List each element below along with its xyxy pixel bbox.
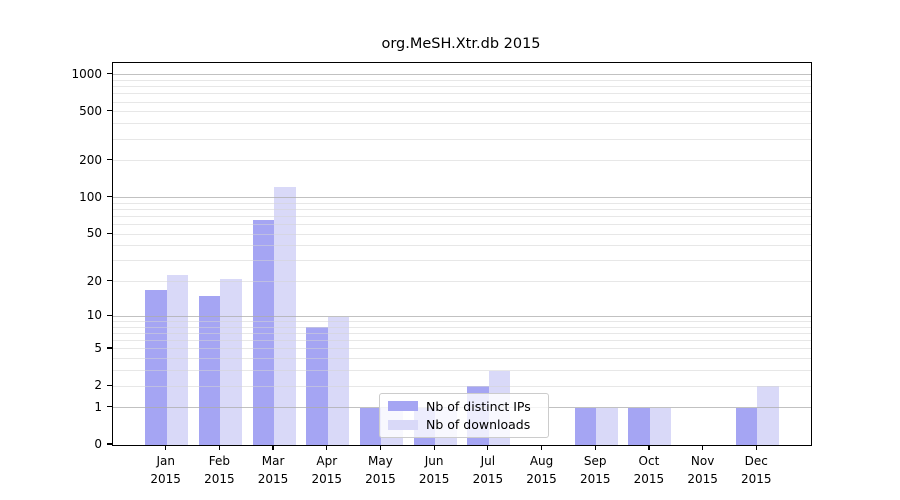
bar-downloads-sep xyxy=(596,407,618,445)
gridline-700 xyxy=(113,93,811,95)
gridline-3 xyxy=(113,370,811,372)
x-tick-dec xyxy=(755,445,757,450)
legend-label-ips: Nb of distinct IPs xyxy=(426,398,531,414)
gridline-900 xyxy=(113,79,811,81)
y-tick-label-100: 100 xyxy=(79,189,102,204)
gridline-9 xyxy=(113,321,811,323)
chart-title: org.MeSH.Xtr.db 2015 xyxy=(381,36,541,52)
gridline-80 xyxy=(113,208,811,210)
x-tick-aug xyxy=(540,445,543,450)
y-tick-1000 xyxy=(107,73,112,75)
bar-ips-may xyxy=(359,407,382,445)
x-tick-oct xyxy=(648,445,650,450)
bar-ips-sep xyxy=(574,407,597,445)
legend-entry-distinct-ips: Nb of distinct IPs xyxy=(380,399,548,414)
y-tick-label-0: 0 xyxy=(94,437,102,451)
y-tick-label-2: 2 xyxy=(94,378,102,393)
gridline-500 xyxy=(113,111,811,113)
gridline-30 xyxy=(113,260,811,262)
y-tick-100 xyxy=(107,196,112,198)
gridline-7 xyxy=(113,333,811,335)
gridline-6 xyxy=(113,340,811,342)
y-tick-label-10: 10 xyxy=(86,308,102,323)
x-tick-may xyxy=(379,445,382,450)
x-tick-mar xyxy=(272,445,274,450)
gridline-4 xyxy=(113,358,811,360)
x-tick-feb xyxy=(218,445,220,450)
x-tick-label-feb: Feb 2015 xyxy=(204,454,235,486)
y-tick-2 xyxy=(107,384,112,386)
bar-downloads-mar xyxy=(274,186,296,445)
y-tick-10 xyxy=(107,314,112,317)
gridline-600 xyxy=(113,101,811,103)
x-tick-label-dec: Dec 2015 xyxy=(741,454,772,486)
bar-ips-mar xyxy=(252,220,275,445)
x-tick-jul xyxy=(487,445,489,450)
y-tick-label-1: 1 xyxy=(94,399,102,414)
gridline-800 xyxy=(113,86,811,88)
x-tick-label-jul: Jul 2015 xyxy=(472,454,504,486)
gridline-5 xyxy=(113,348,811,350)
gridline-60 xyxy=(113,224,811,226)
gridline-20 xyxy=(113,281,811,283)
x-tick-sep xyxy=(594,445,596,450)
y-tick-50 xyxy=(107,232,112,234)
y-tick-500 xyxy=(107,110,112,112)
bar-downloads-feb xyxy=(220,279,242,445)
y-tick-200 xyxy=(107,159,112,161)
bar-downloads-oct xyxy=(649,407,672,445)
x-tick-label-nov: Nov 2015 xyxy=(687,454,718,486)
gridline-90 xyxy=(113,202,811,204)
legend-label-downloads: Nb of downloads xyxy=(426,417,531,433)
bar-downloads-apr xyxy=(327,316,350,445)
y-tick-label-20: 20 xyxy=(86,273,102,288)
gridline-400 xyxy=(113,123,811,125)
plot-area: Nb of distinct IPs Nb of downloads xyxy=(112,62,812,446)
legend: Nb of distinct IPs Nb of downloads xyxy=(379,393,549,438)
x-tick-label-may: May 2015 xyxy=(365,454,396,486)
y-tick-0 xyxy=(107,443,112,445)
gridline-1000 xyxy=(113,74,811,76)
x-tick-label-oct: Oct 2015 xyxy=(633,454,665,486)
y-tick-label-1000: 1000 xyxy=(71,66,102,81)
gridline-300 xyxy=(113,138,811,140)
x-tick-jan xyxy=(165,445,167,450)
y-tick-label-50: 50 xyxy=(86,226,102,241)
y-tick-5 xyxy=(107,347,112,349)
gridline-10 xyxy=(113,315,811,317)
gridline-40 xyxy=(113,245,811,247)
downloads-swatch-icon xyxy=(388,420,418,430)
y-tick-20 xyxy=(107,280,112,282)
y-tick-label-5: 5 xyxy=(94,340,102,355)
legend-entry-downloads: Nb of downloads xyxy=(380,417,548,432)
gridline-2 xyxy=(113,385,811,387)
y-tick-label-200: 200 xyxy=(79,152,102,167)
x-tick-apr xyxy=(326,445,328,450)
bar-downloads-jan xyxy=(166,274,189,445)
bar-ips-dec xyxy=(735,407,758,445)
x-tick-jun xyxy=(433,445,435,450)
x-tick-label-sep: Sep 2015 xyxy=(579,454,611,486)
gridline-70 xyxy=(113,216,811,218)
x-tick-label-apr: Apr 2015 xyxy=(311,454,343,486)
bar-ips-oct xyxy=(628,407,650,445)
y-tick-1 xyxy=(107,406,112,408)
x-tick-nov xyxy=(702,445,704,450)
y-tick-label-500: 500 xyxy=(79,103,102,118)
x-tick-label-mar: Mar 2015 xyxy=(257,454,289,486)
gridline-200 xyxy=(113,160,811,162)
bar-ips-jan xyxy=(145,290,167,445)
gridline-8 xyxy=(113,326,811,328)
ips-swatch-icon xyxy=(388,401,418,411)
x-tick-label-jan: Jan 2015 xyxy=(150,454,181,486)
x-tick-label-jun: Jun 2015 xyxy=(418,454,450,486)
x-tick-label-aug: Aug 2015 xyxy=(526,454,557,486)
bar-downloads-dec xyxy=(757,386,779,445)
gridline-50 xyxy=(113,233,811,235)
gridline-100 xyxy=(113,197,811,199)
